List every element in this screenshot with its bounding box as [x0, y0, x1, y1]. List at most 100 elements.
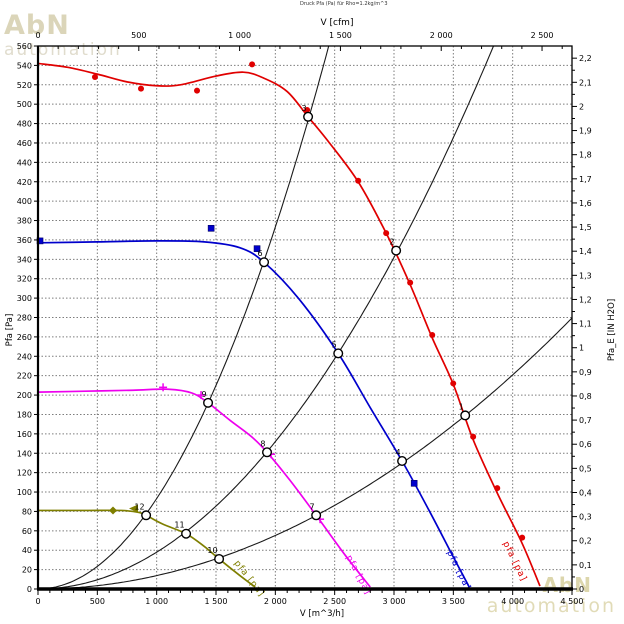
operating-point-5	[333, 348, 344, 359]
x-tick-label: 1 000	[145, 597, 168, 606]
data-point-marker	[249, 61, 256, 68]
fan-curve-2-label: pfa [pa]	[444, 549, 472, 592]
operating-point-3	[303, 111, 314, 122]
data-point-marker	[91, 74, 98, 81]
y-left-tick-label: 20	[22, 566, 32, 575]
data-point-marker	[429, 331, 436, 338]
operating-point-number: 2	[390, 238, 395, 247]
y-right-tick-label: 1,2	[579, 295, 592, 304]
y-right-tick-label: 1,7	[579, 175, 592, 184]
y-left-tick-label: 100	[17, 488, 32, 497]
y-right-tick-label: 0,8	[579, 392, 592, 401]
y-left-tick-label: 540	[17, 61, 32, 70]
system-curve	[38, 46, 330, 589]
operating-point-number: 5	[332, 340, 337, 349]
data-point-marker	[194, 87, 201, 94]
y-right-tick-label: 0,6	[579, 440, 592, 449]
y-left-tick-label: 560	[17, 42, 32, 51]
y-left-tick-label: 220	[17, 372, 32, 381]
x-axis-top-title: V [cfm]	[321, 18, 354, 28]
y-right-tick-label: 1,8	[579, 151, 592, 160]
y-right-tick-label: 2,2	[579, 54, 592, 63]
y-left-tick-label: 200	[17, 391, 32, 400]
y-left-tick-label: 120	[17, 469, 32, 478]
x-tick-label: 3 500	[442, 597, 465, 606]
operating-point-number: 12	[134, 502, 144, 511]
operating-point-number: 7	[310, 502, 315, 511]
operating-point-2	[391, 245, 402, 256]
y-left-tick-label: 340	[17, 255, 32, 264]
y-right-tick-label: 1,4	[579, 247, 592, 256]
y-right-tick-label: 0,9	[579, 368, 592, 377]
y-left-tick-label: 160	[17, 430, 32, 439]
fan-curve-3: pfa [pa]	[38, 383, 373, 597]
operating-point-8	[262, 447, 273, 458]
data-point-marker	[383, 230, 390, 237]
data-point-marker	[129, 504, 139, 513]
watermark-logo-text: AbN	[4, 10, 70, 41]
x-tick-label: 0	[35, 597, 40, 606]
y-left-tick-label: 360	[17, 236, 32, 245]
fan-curve-4: pfa [pa]	[38, 504, 266, 599]
y-left-tick-label: 240	[17, 352, 32, 361]
x-top-tick-label: 0	[35, 31, 40, 40]
y-right-tick-label: 1,6	[579, 199, 592, 208]
x-top-tick-label: 1 000	[228, 31, 251, 40]
watermark-sub-text: automation	[486, 595, 616, 617]
data-point-marker	[450, 380, 457, 387]
fan-curve-3-line	[38, 388, 371, 588]
operating-point-7	[311, 510, 322, 521]
y-left-tick-label: 260	[17, 333, 32, 342]
y-axis-right-title: Pfa_E [IN H2O]	[607, 299, 617, 361]
y-left-tick-label: 180	[17, 410, 32, 419]
y-left-tick-label: 380	[17, 217, 32, 226]
x-tick-label: 2 500	[323, 597, 346, 606]
operating-point-11	[181, 528, 192, 539]
y-left-tick-label: 280	[17, 314, 32, 323]
data-point-marker	[138, 85, 145, 92]
x-top-tick-label: 2 500	[531, 31, 554, 40]
y-left-tick-label: 60	[22, 527, 32, 536]
operating-point-number: 11	[174, 521, 184, 530]
fan-curve-2: pfa [pa]	[36, 224, 472, 592]
x-top-tick-label: 2 000	[430, 31, 453, 40]
data-point-marker	[253, 245, 261, 252]
x-tick-label: 3 000	[383, 597, 406, 606]
y-right-tick-label: 2,1	[579, 78, 592, 87]
operating-point-6	[259, 257, 270, 268]
axes: 0 500 1 000 1 500 2 000 2 500 3 000 3 500 4 000 4…	[5, 18, 617, 619]
x-axis-bottom-title: V [m^3/h]	[300, 609, 344, 619]
y-right-tick-label: 0,5	[579, 464, 592, 473]
y-right-tick-label: 1,9	[579, 127, 592, 136]
x-tick-label: 4 500	[561, 597, 584, 606]
y-right-tick-label: 0	[579, 585, 584, 594]
operating-point-1	[460, 410, 471, 421]
x-top-tick-label: 1 500	[329, 31, 352, 40]
y-left-tick-label: 40	[22, 546, 32, 555]
y-left-tick-label: 0	[27, 585, 32, 594]
operating-point-number: 6	[257, 249, 262, 258]
y-right-tick-label: 1,3	[579, 271, 592, 280]
y-right-tick-label: 0,1	[579, 561, 592, 570]
chart-title: Druck Pfa (Pa) für Rho=1.2kg/m^3	[300, 1, 388, 7]
y-right-tick-label: 2	[579, 102, 584, 111]
data-point-marker	[494, 485, 501, 492]
y-left-tick-label: 460	[17, 139, 32, 148]
operating-point-4	[397, 456, 408, 467]
x-tick-label: 4 000	[501, 597, 524, 606]
y-left-tick-label: 420	[17, 178, 32, 187]
operating-point-12	[141, 510, 152, 521]
y-axis-left-title: Pfa [Pa]	[5, 314, 15, 347]
y-left-tick-label: 520	[17, 81, 32, 90]
operating-point-number: 3	[301, 104, 306, 113]
y-right-tick-label: 1,1	[579, 320, 592, 329]
operating-point-number: 4	[395, 448, 400, 457]
y-right-tick-label: 1	[579, 344, 584, 353]
x-tick-label: 500	[90, 597, 105, 606]
data-point-marker	[108, 506, 117, 515]
x-tick-label: 1 500	[205, 597, 228, 606]
data-point-marker	[407, 279, 414, 286]
system-curve	[38, 317, 572, 589]
